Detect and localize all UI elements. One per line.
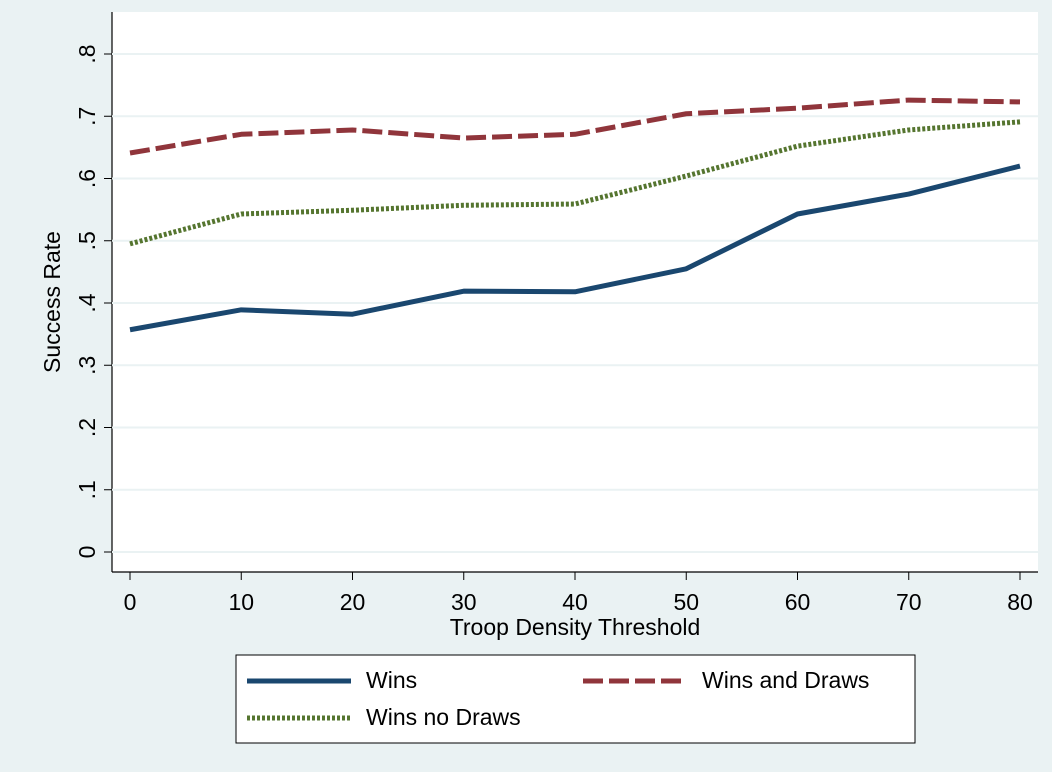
- y-tick-label: .7: [74, 107, 100, 126]
- x-tick-label: 80: [1007, 589, 1033, 615]
- y-axis-title: Success Rate: [39, 231, 65, 373]
- legend: [235, 654, 916, 744]
- legend-label: Wins no Draws: [366, 704, 521, 730]
- legend-label: Wins and Draws: [702, 667, 869, 693]
- y-tick-label: .5: [74, 231, 100, 250]
- x-tick-label: 50: [673, 589, 699, 615]
- y-tick-label: .8: [74, 44, 100, 63]
- y-tick-label: .2: [74, 418, 100, 437]
- x-tick-label: 40: [562, 589, 588, 615]
- y-tick-label: .6: [74, 169, 100, 188]
- x-tick-label: 70: [896, 589, 922, 615]
- y-tick-label: 0: [74, 546, 100, 559]
- legend-label: Wins: [366, 667, 417, 693]
- series-line: [129, 119, 1021, 247]
- y-tick-label: .3: [74, 356, 100, 375]
- x-tick-label: 30: [451, 589, 477, 615]
- x-tick-label: 60: [785, 589, 811, 615]
- series-line: [129, 97, 1021, 156]
- y-tick-label: .1: [74, 480, 100, 499]
- x-axis-title: Troop Density Threshold: [450, 614, 701, 640]
- x-tick-label: 20: [340, 589, 366, 615]
- series-line: [129, 163, 1021, 333]
- x-tick-label: 0: [124, 589, 137, 615]
- x-tick-label: 10: [228, 589, 254, 615]
- y-tick-label: .4: [74, 293, 100, 312]
